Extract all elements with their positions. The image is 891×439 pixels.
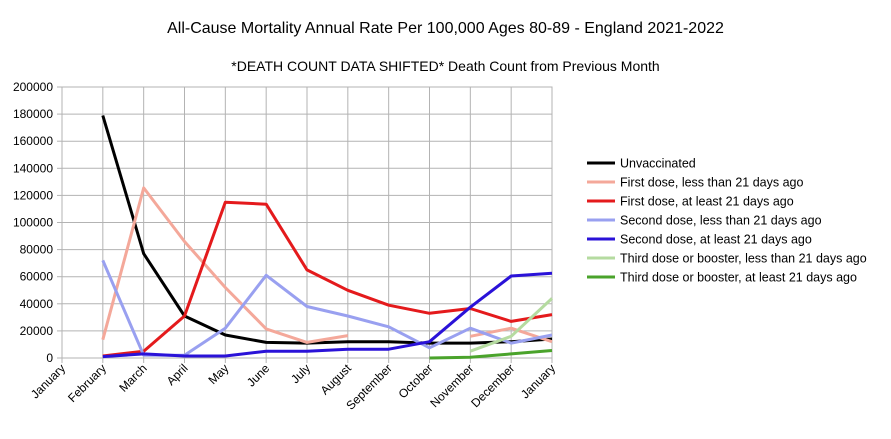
series-line-7 (429, 349, 553, 360)
legend-label: First dose, less than 21 days ago (620, 176, 803, 190)
chart-subtitle: *DEATH COUNT DATA SHIFTED* Death Count f… (231, 58, 660, 74)
x-tick-label: August (318, 361, 355, 398)
y-tick-label: 140000 (13, 161, 53, 175)
series-lines (101, 115, 554, 360)
x-tick-label: January (518, 361, 558, 401)
y-tick-label: 60000 (20, 270, 54, 284)
chart-title: All-Cause Mortality Annual Rate Per 100,… (167, 20, 724, 37)
legend-label: Unvaccinated (620, 157, 696, 171)
legend-label: Second dose, less than 21 days ago (620, 214, 822, 228)
legend-label: Third dose or booster, less than 21 days… (620, 252, 867, 266)
x-tick-label: November (427, 361, 476, 410)
x-tick-label: February (65, 361, 109, 405)
x-tick-label: January (28, 361, 68, 401)
series-line-5 (102, 271, 553, 359)
x-tick-label: June (244, 361, 273, 390)
series-line-1 (101, 115, 553, 345)
x-tick-label: December (468, 361, 517, 410)
legend-label: First dose, at least 21 days ago (620, 195, 794, 209)
x-tick-label: May (206, 361, 232, 387)
x-tick-label: July (288, 361, 313, 386)
y-tick-label: 0 (46, 351, 53, 365)
x-tick-label: April (164, 361, 191, 388)
x-tick-label: October (396, 361, 436, 401)
x-tick-label: March (116, 361, 149, 394)
series-line-3 (102, 200, 553, 358)
series-line-2 (101, 186, 349, 344)
y-tick-label: 180000 (13, 107, 53, 121)
series-line-6 (469, 297, 554, 353)
y-tick-label: 160000 (13, 134, 53, 148)
legend: Unvaccinated First dose, less than 21 day… (587, 157, 867, 285)
y-tick-label: 120000 (13, 188, 53, 202)
y-axis-ticks: 0 20000 40000 60000 80000 100000 120000 140000 1… (13, 80, 62, 365)
legend-label: Second dose, at least 21 days ago (620, 233, 812, 247)
y-tick-label: 40000 (20, 297, 54, 311)
y-tick-label: 20000 (20, 324, 54, 338)
legend-label: Third dose or booster, at least 21 days … (620, 271, 857, 285)
y-tick-label: 80000 (20, 243, 54, 257)
y-tick-label: 200000 (13, 80, 53, 94)
y-tick-label: 100000 (13, 216, 53, 230)
